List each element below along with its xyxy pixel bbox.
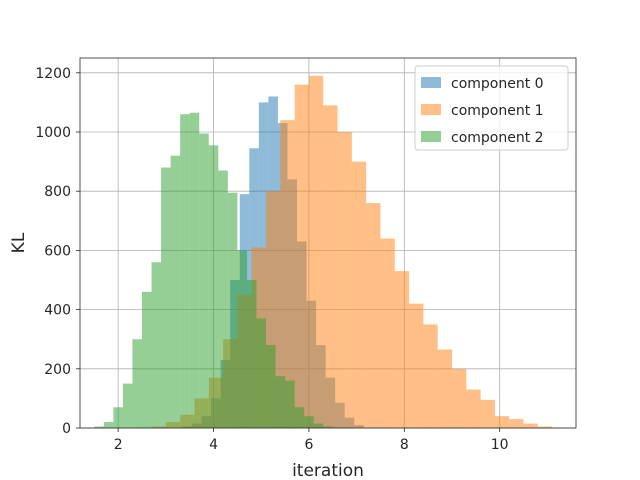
y-tick-label: 1000 <box>35 125 71 141</box>
histogram-bar <box>161 167 171 428</box>
histogram-bar <box>523 423 538 428</box>
histogram-bar <box>380 238 395 428</box>
histogram-bar <box>170 155 181 428</box>
x-tick-label: 4 <box>209 437 218 453</box>
histogram-bar <box>466 389 481 428</box>
series-2-bars <box>94 112 333 429</box>
histogram-bar <box>394 271 410 428</box>
legend: component 0 component 1 component 2 <box>414 65 569 151</box>
histogram-bar <box>189 112 200 428</box>
histogram-bar <box>304 416 314 428</box>
histogram-bar <box>480 399 495 428</box>
plot-area-frame <box>79 57 577 429</box>
histogram-bar <box>122 383 133 428</box>
histogram-bar <box>494 416 510 428</box>
histogram-bar <box>142 291 152 428</box>
histogram-bar <box>437 349 452 428</box>
histogram-bar <box>113 407 123 428</box>
histogram-bar <box>132 339 142 428</box>
y-tick-label: 200 <box>44 362 71 378</box>
y-axis-label: KL <box>9 232 29 253</box>
legend-box <box>414 65 569 151</box>
legend-swatch <box>421 104 441 115</box>
x-tick-label: 2 <box>114 437 123 453</box>
histogram-bar <box>237 250 247 428</box>
histogram-bar <box>409 303 424 428</box>
axis-ticks: 2 4 6 8 10 0 200 400 600 800 1000 1200 <box>35 66 508 453</box>
histogram-bar <box>323 105 338 429</box>
histogram-bar <box>218 170 228 429</box>
histogram-bar <box>337 132 352 428</box>
histogram-bar <box>294 407 305 428</box>
histogram-bar <box>280 120 295 428</box>
x-tick-label: 8 <box>400 437 409 453</box>
legend-label: component 1 <box>451 103 544 119</box>
histogram-bars <box>94 75 553 429</box>
histogram-bar <box>423 324 438 428</box>
histogram-bar <box>285 380 295 428</box>
histogram-bar <box>452 368 467 428</box>
histogram-bar <box>313 423 324 428</box>
histogram-bar <box>246 280 257 428</box>
x-tick-label: 6 <box>304 437 313 453</box>
y-tick-label: 600 <box>44 243 71 259</box>
legend-label: component 2 <box>451 130 544 146</box>
x-axis-label: iteration <box>292 461 364 480</box>
histogram-bar <box>275 376 286 428</box>
histogram-bar <box>103 422 114 428</box>
histogram-bar <box>151 262 162 428</box>
histogram-bar <box>208 145 219 428</box>
histogram-bar <box>294 84 309 428</box>
histogram-bar <box>266 345 276 428</box>
legend-swatch <box>421 77 441 88</box>
histogram-bar <box>199 133 209 429</box>
y-tick-label: 0 <box>62 421 71 437</box>
histogram-bar <box>323 426 333 428</box>
histogram-bar <box>94 426 104 428</box>
y-tick-label: 400 <box>44 303 71 319</box>
histogram-bar <box>509 419 524 428</box>
histogram-bar <box>256 318 266 428</box>
histogram-bar <box>227 192 238 428</box>
histogram-bar <box>366 203 381 428</box>
histogram-bar <box>351 161 367 428</box>
y-tick-label: 800 <box>44 184 71 200</box>
histogram-bar <box>537 426 553 428</box>
y-tick-label: 1200 <box>35 66 71 82</box>
histogram-bar <box>308 75 324 428</box>
legend-label: component 0 <box>451 76 544 92</box>
x-tick-label: 10 <box>491 437 509 453</box>
histogram-bar <box>180 114 190 429</box>
legend-swatch <box>421 131 441 142</box>
